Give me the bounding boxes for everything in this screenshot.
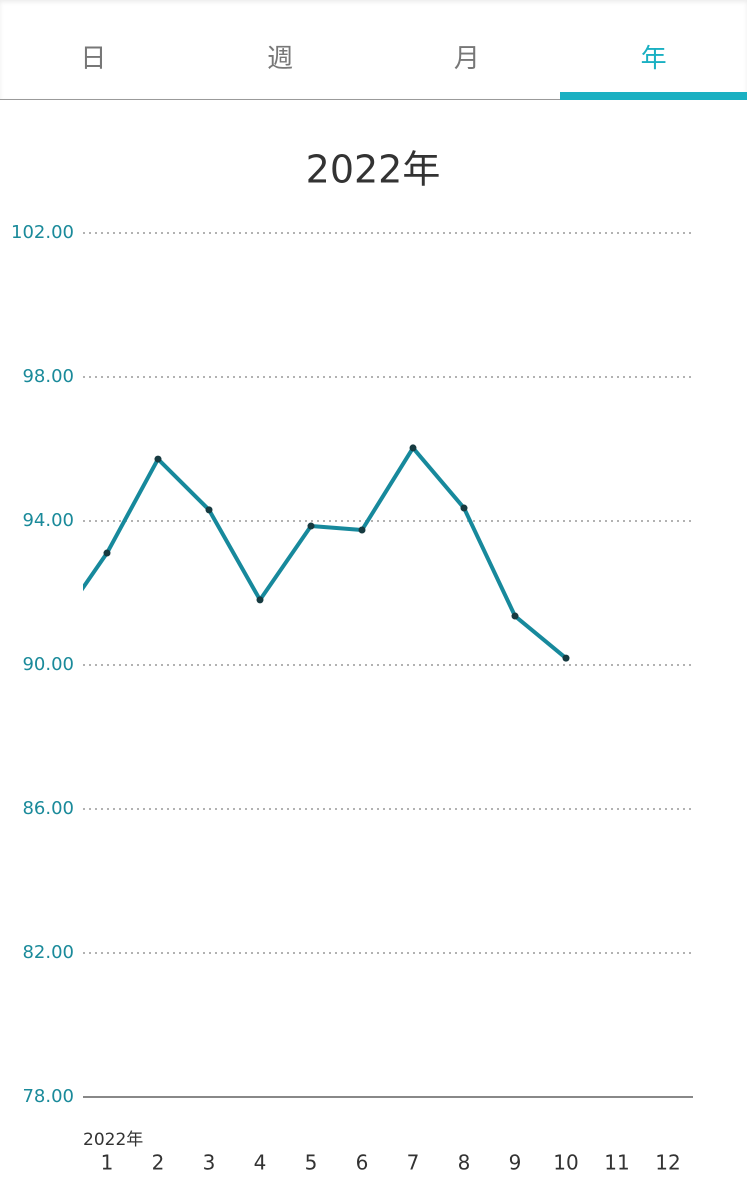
x-tick-label: 10 [553, 1151, 578, 1175]
tab-bar: 日週月年 [0, 0, 747, 100]
point [256, 596, 264, 604]
point [205, 506, 213, 514]
x-tick-label: 8 [458, 1151, 471, 1175]
x-tick-label: 12 [655, 1151, 680, 1175]
x-tick-label: 3 [203, 1151, 216, 1175]
x-sublabel: 2022年 [83, 1130, 143, 1150]
tab[interactable]: 日 [80, 44, 107, 74]
point [562, 654, 570, 662]
line [83, 445, 568, 660]
point [53, 623, 60, 630]
point [358, 526, 366, 534]
point [409, 444, 417, 452]
point [154, 455, 162, 463]
y-tick-label: 86.00 [22, 798, 74, 819]
plot-area [53, 444, 570, 662]
x-tick-label: 2 [152, 1151, 165, 1175]
tab[interactable]: 週 [267, 44, 294, 74]
y-tick-label: 82.00 [22, 942, 74, 963]
point [511, 612, 519, 620]
x-tick-label: 1 [101, 1151, 114, 1175]
x-tick-label: 6 [356, 1151, 369, 1175]
x-tick-label: 5 [305, 1151, 318, 1175]
y-tick-label: 102.00 [11, 222, 74, 243]
y-tick-label: 78.00 [22, 1086, 74, 1107]
x-tick-label: 9 [509, 1151, 522, 1175]
chart: 2022年 2022年 78.00 82.00 86.00 90.00 94.00 98.… [11, 148, 693, 1175]
y-tick-label: 98.00 [22, 366, 74, 387]
y-tick-label: 90.00 [22, 654, 74, 675]
point [307, 522, 315, 530]
y-tick-label: 94.00 [22, 510, 74, 531]
tab[interactable]: 年 [560, 0, 747, 100]
point [460, 504, 468, 512]
tab[interactable]: 月 [453, 44, 480, 74]
x-tick-label: 4 [254, 1151, 267, 1175]
x-tick-label: 11 [604, 1151, 629, 1175]
x-tick-label: 7 [407, 1151, 420, 1175]
point [103, 549, 111, 557]
chart-title: 2022年 [306, 148, 441, 192]
